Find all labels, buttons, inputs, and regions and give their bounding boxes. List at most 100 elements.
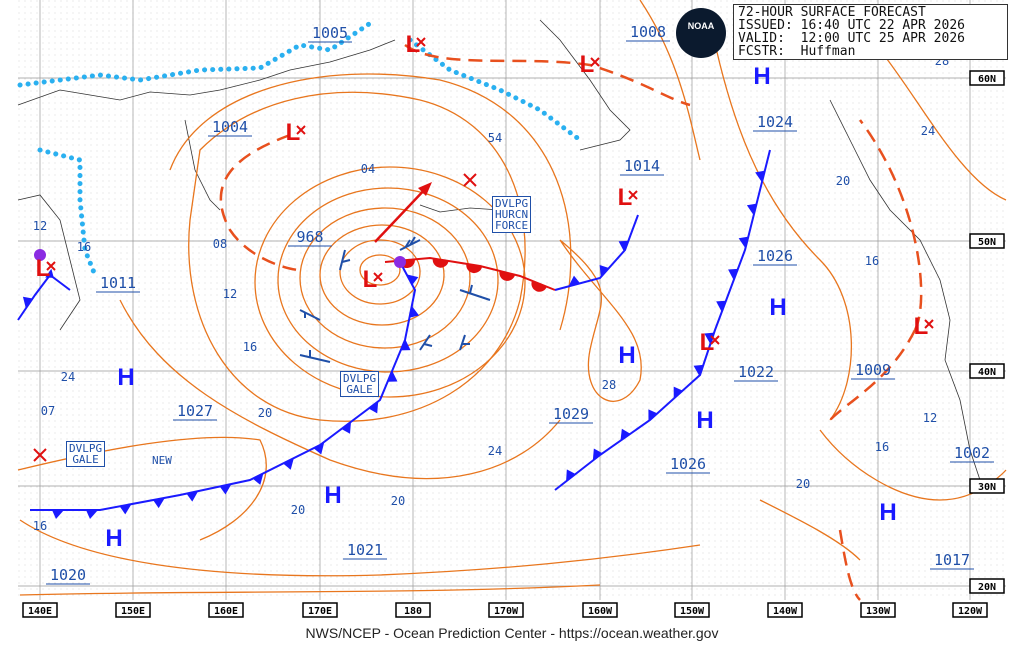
high-pressure-center: H bbox=[105, 525, 122, 552]
cold-front-triangle bbox=[153, 497, 165, 509]
pressure-label: 24 bbox=[61, 370, 75, 384]
pressure-label: 12 bbox=[923, 411, 937, 425]
map-background bbox=[18, 0, 1006, 600]
valid-time: VALID: 12:00 UTC 25 APR 2026 bbox=[738, 31, 965, 46]
low-pressure-center: L bbox=[36, 255, 51, 282]
pressure-label: 1017 bbox=[934, 551, 970, 569]
warning-gale: DVLPG GALE bbox=[340, 371, 380, 397]
longitude-label: 170W bbox=[494, 606, 519, 617]
warning-line: HURCN bbox=[495, 208, 529, 221]
storm-motion-arrow bbox=[374, 185, 429, 243]
low-x-icon bbox=[46, 261, 56, 271]
longitude-label-box bbox=[302, 602, 338, 618]
longitude-label: 140W bbox=[773, 606, 798, 617]
cold-front-triangle bbox=[693, 364, 704, 377]
low-pressure-center: L bbox=[363, 266, 378, 293]
longitude-label-box bbox=[22, 602, 58, 618]
occlusion-point bbox=[34, 249, 46, 261]
cold-front-triangle bbox=[86, 510, 99, 519]
pressure-label: 1004 bbox=[212, 118, 248, 136]
cold-front-triangle bbox=[409, 305, 420, 318]
pressure-label: 07 bbox=[41, 404, 55, 418]
low-x-icon bbox=[296, 125, 306, 135]
longitude-label: 160E bbox=[214, 606, 238, 617]
warning-hurricane-force: DVLPG HURCN FORCE bbox=[492, 196, 532, 233]
low-x-icon bbox=[416, 37, 426, 47]
low-pressure-center: L bbox=[286, 119, 301, 146]
pressure-label: 04 bbox=[361, 162, 375, 176]
longitude-label: 150W bbox=[680, 606, 705, 617]
coastlines bbox=[17, 19, 981, 481]
ice-edge bbox=[17, 17, 583, 278]
longitude-label-box bbox=[488, 602, 524, 618]
issued-time: ISSUED: 16:40 UTC 22 APR 2026 bbox=[738, 18, 965, 33]
pressure-label: 1011 bbox=[100, 274, 136, 292]
pressure-label: 12 bbox=[223, 287, 237, 301]
low-pressure-center: L bbox=[700, 329, 715, 356]
pressure-label: 1014 bbox=[624, 157, 660, 175]
cold-front-triangle bbox=[406, 274, 419, 285]
cold-front-triangle bbox=[313, 442, 325, 455]
pressure-label: 54 bbox=[488, 131, 502, 145]
latitude-label-box bbox=[969, 363, 1005, 379]
warning-line: FORCE bbox=[495, 219, 529, 232]
pressure-label: 08 bbox=[213, 237, 227, 251]
pressure-label: 1002 bbox=[954, 444, 990, 462]
cold-front-triangle bbox=[592, 448, 603, 461]
longitude-label: 150E bbox=[121, 606, 145, 617]
cold-front-triangle bbox=[341, 421, 352, 434]
fronts bbox=[17, 149, 771, 519]
cold-front-triangle bbox=[618, 240, 629, 252]
pressure-label: 20 bbox=[836, 174, 850, 188]
forecast-title: 72-HOUR SURFACE FORECAST bbox=[738, 5, 926, 20]
pressure-label: 1020 bbox=[50, 566, 86, 584]
pressure-label: 20 bbox=[796, 477, 810, 491]
latitude-label-box bbox=[969, 578, 1005, 594]
cold-front-triangle bbox=[387, 370, 398, 382]
pressure-label: 968 bbox=[296, 228, 323, 246]
longitude-label: 140E bbox=[28, 606, 52, 617]
forecast-header: 72-HOUR SURFACE FORECAST ISSUED: 16:40 UT… bbox=[733, 4, 1008, 60]
new-low-x-icon bbox=[33, 448, 47, 462]
low-x-icon bbox=[373, 272, 383, 282]
longitude-label: 160W bbox=[588, 606, 613, 617]
warning-gale-west: DVLPG GALE bbox=[66, 441, 106, 467]
low-pressure-center: L bbox=[914, 313, 929, 340]
low-x-icon bbox=[924, 319, 934, 329]
warning-line: GALE bbox=[72, 453, 99, 466]
pressure-label: 1005 bbox=[312, 24, 348, 42]
new-label: NEW bbox=[152, 454, 172, 467]
high-pressure-center: H bbox=[324, 482, 341, 509]
longitude-label: 180 bbox=[404, 606, 422, 617]
pressure-label: 1026 bbox=[757, 247, 793, 265]
pressure-label: 1027 bbox=[177, 402, 213, 420]
warning-line: GALE bbox=[346, 383, 373, 396]
low-pressure-center: L bbox=[406, 31, 421, 58]
longitude-label-box bbox=[208, 602, 244, 618]
warm-front bbox=[384, 256, 556, 291]
pressure-label: 1029 bbox=[553, 405, 589, 423]
pressure-label: 16 bbox=[33, 519, 47, 533]
latitude-label-box bbox=[969, 70, 1005, 86]
latitude-label-box bbox=[969, 478, 1005, 494]
longitude-label-box bbox=[582, 602, 618, 618]
occlusion-point bbox=[394, 256, 406, 268]
low-x-icon bbox=[628, 190, 638, 200]
credit-line: NWS/NCEP - Ocean Prediction Center - htt… bbox=[305, 625, 719, 641]
warm-front-semicircle bbox=[432, 258, 449, 268]
warning-line: DVLPG bbox=[69, 442, 103, 455]
cold-front-triangle bbox=[186, 491, 199, 502]
warm-front-semicircle bbox=[531, 280, 547, 292]
pressure-label: 12 bbox=[33, 219, 47, 233]
cold-front-triangle bbox=[22, 296, 33, 309]
cold-front-triangle bbox=[252, 473, 264, 485]
cold-front-triangle bbox=[119, 504, 132, 515]
longitude-label: 120W bbox=[958, 606, 983, 617]
latitude-label-box bbox=[969, 233, 1005, 249]
longitude-label-box bbox=[767, 602, 803, 618]
longitude-label-box bbox=[860, 602, 896, 618]
pressure-label: 24 bbox=[488, 444, 502, 458]
longitude-label-box bbox=[952, 602, 988, 618]
isobars bbox=[17, 0, 1007, 596]
